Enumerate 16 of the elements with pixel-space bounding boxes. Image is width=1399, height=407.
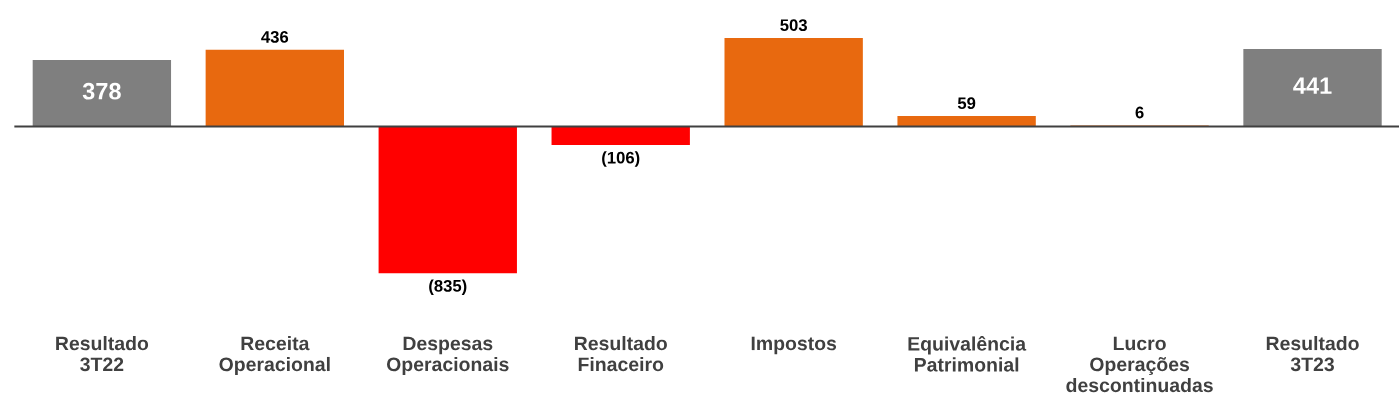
x-tick-label: Impostos	[751, 336, 837, 355]
data-label: (106)	[602, 151, 640, 167]
data-label: 441	[1293, 77, 1332, 94]
x-tick-label: Receita Operacional	[219, 336, 330, 376]
x-tick-label: Resultado Finaceiro	[575, 336, 667, 372]
x-tick-label: Lucro Operações descontinuadas	[1066, 336, 1213, 393]
data-label: 436	[261, 31, 289, 43]
x-tick-label: Resultado 3T23	[1266, 336, 1359, 372]
x-tick-label: Despesas Operacionais	[386, 336, 509, 376]
data-label: 503	[780, 19, 807, 32]
data-label: 6	[1135, 106, 1144, 119]
data-label: 59	[957, 97, 976, 110]
data-label: 378	[82, 82, 121, 100]
data-label: (835)	[429, 279, 467, 296]
x-tick-label: Resultado 3T22	[56, 336, 149, 372]
x-tick-label: Equivalência Patrimonial	[908, 336, 1027, 372]
